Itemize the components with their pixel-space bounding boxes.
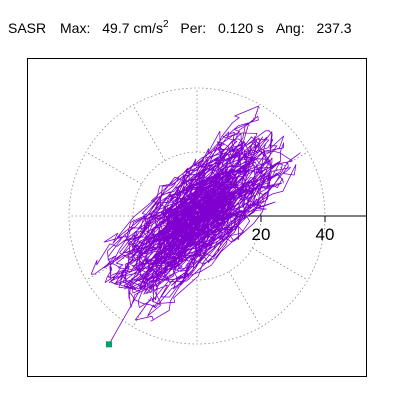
max-value: 49.7 cm/s2 [102, 16, 168, 37]
plot-frame [27, 58, 367, 377]
period-value: 0.120 s [217, 20, 264, 36]
max-value-text: 49.7 cm/s [102, 20, 163, 36]
orbit-path [90, 105, 301, 345]
grid-spoke-150 [85, 151, 142, 185]
grid-spoke-300 [228, 271, 262, 328]
period-label: Per: [180, 20, 207, 36]
series-label: SASR [8, 20, 47, 36]
grid-spoke-240 [132, 271, 166, 328]
max-unit-exponent: 2 [162, 19, 169, 30]
chart-header: SASR Max: 49.7 cm/s2 Per: 0.120 s Ang: 2… [8, 16, 352, 37]
end-point-marker [106, 341, 112, 348]
angle-label: Ang: [275, 20, 305, 36]
radial-tick-label-40: 40 [316, 225, 335, 244]
grid-spoke-120 [132, 104, 166, 161]
angle-value: 237.3 [316, 20, 352, 36]
orbit-marks [106, 341, 112, 348]
grid-spoke-30 [252, 151, 309, 185]
radial-tick-label-20: 20 [252, 225, 271, 244]
grid-spoke-330 [252, 247, 309, 281]
max-label: Max: [60, 20, 91, 36]
orbit-trace [90, 105, 301, 345]
